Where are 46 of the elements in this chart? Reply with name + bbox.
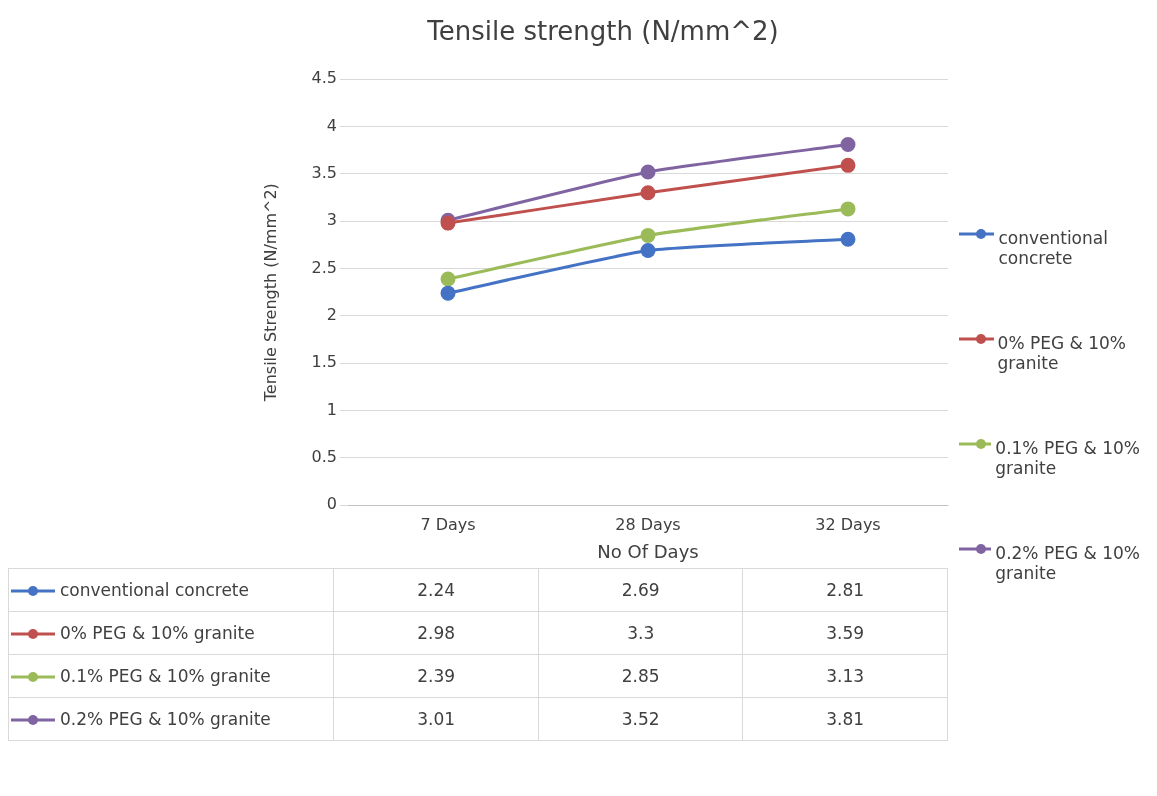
point [640, 185, 656, 201]
x-tick-label: 32 Days [815, 514, 881, 534]
data-label: 3.3 [538, 611, 743, 655]
text: 0.1% PEG & 10% granite [60, 666, 271, 686]
point [840, 231, 856, 247]
point [640, 243, 656, 259]
data-label: 3.13 [742, 654, 948, 698]
data-label: 3.81 [742, 697, 948, 741]
x-axis-title: No Of Days [597, 540, 699, 562]
data-label: 2.24 [333, 568, 539, 612]
y-tick-label: 3.5 [311, 163, 337, 183]
point [440, 285, 456, 301]
data-label: 3.01 [333, 697, 539, 741]
y-tick-label: 0.5 [311, 447, 337, 467]
data-label: 2.39 [333, 654, 539, 698]
point [440, 271, 456, 287]
y-tick-label: 2 [326, 305, 337, 325]
point [640, 164, 656, 180]
y-tick-label: 2.5 [311, 257, 337, 277]
point [840, 201, 856, 217]
legend-label: conventional concrete [998, 228, 1109, 268]
data-label: 2.81 [742, 568, 948, 612]
y-axis-title: Tensile Strength (N/mm^2) [260, 183, 280, 403]
y-tick-label: 3 [326, 210, 337, 230]
y-tick-label: 4 [326, 115, 337, 135]
data-label: 3.52 [538, 697, 743, 741]
y-tick-label: 1 [326, 399, 337, 419]
x-tick-label: 28 Days [615, 514, 681, 534]
legend-label: 0.2% PEG & 10% granite [995, 543, 1141, 583]
point [640, 227, 656, 243]
legend-label: 0.1% PEG & 10% granite [995, 438, 1141, 478]
chart-title: Tensile strength (N/mm^2) [426, 16, 779, 47]
data-label: 3.59 [742, 611, 948, 655]
y-tick-label: 0 [326, 494, 337, 514]
y-tick-label: 1.5 [311, 352, 337, 372]
data-label: 2.69 [538, 568, 743, 612]
text: 0% PEG & 10% granite [60, 623, 255, 643]
x-tick-label: 7 Days [420, 514, 476, 534]
text: 0.2% PEG & 10% granite [60, 709, 271, 729]
data-label: 2.85 [538, 654, 743, 698]
y-tick-label: 4.5 [311, 68, 337, 88]
point [840, 157, 856, 173]
legend-label: 0% PEG & 10% granite [997, 333, 1127, 373]
data-label: 2.98 [333, 611, 539, 655]
point [840, 137, 856, 153]
text: conventional concrete [60, 580, 249, 600]
